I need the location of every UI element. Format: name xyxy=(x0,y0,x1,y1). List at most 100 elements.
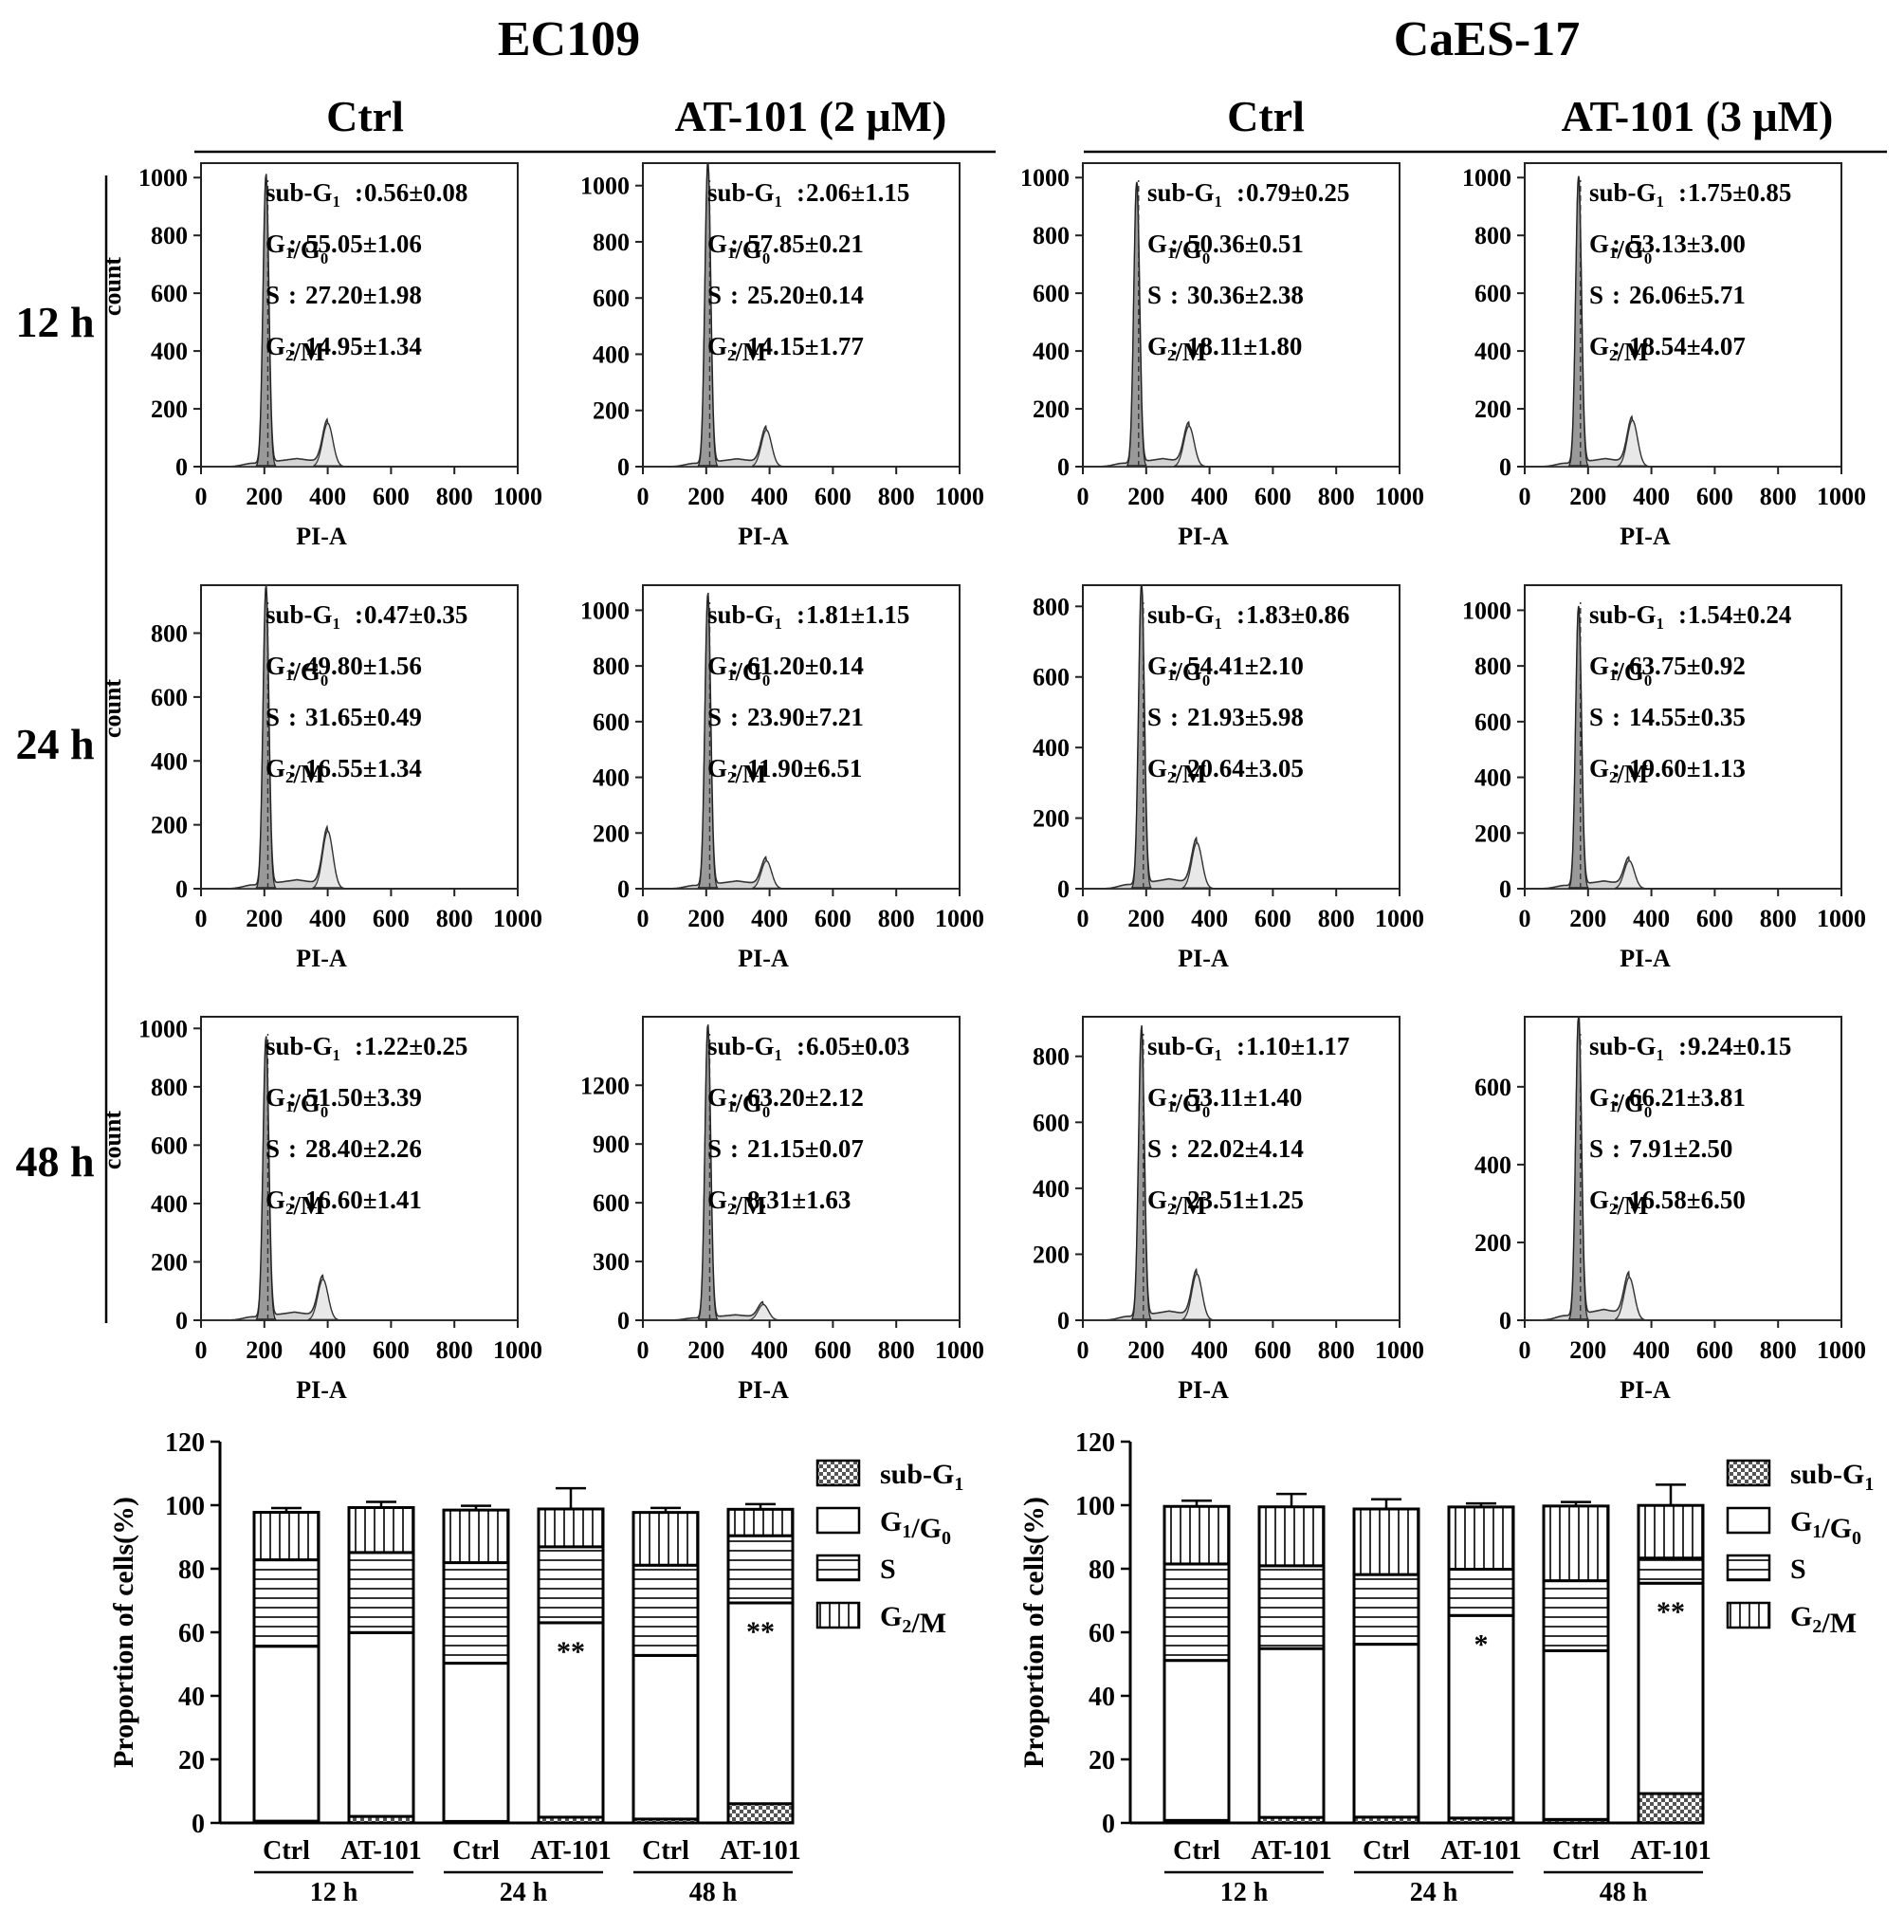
y-tick-label: 200 xyxy=(151,812,188,839)
phase-label-g2_m: G2/M xyxy=(1589,1186,1648,1220)
y-tick-label: 600 xyxy=(1474,708,1511,736)
y-tick-label: 0 xyxy=(1057,875,1070,903)
bar-category-label: Ctrl xyxy=(1173,1836,1220,1866)
stat-value-g2_m: 8.31±1.63 xyxy=(747,1186,851,1214)
stat-value-sub_g1: 1.54±0.24 xyxy=(1688,600,1791,629)
x-tick-label: 200 xyxy=(1569,1336,1606,1364)
bar-category-label: Ctrl xyxy=(1363,1836,1410,1866)
x-tick-label: 0 xyxy=(637,905,650,932)
histogram-g1-peak xyxy=(697,1026,719,1320)
stat-value-g1_g0: 55.05±1.06 xyxy=(305,230,422,258)
phase-label-s: S xyxy=(1589,1134,1603,1163)
legend-label: S xyxy=(1790,1554,1806,1585)
y-tick-label: 800 xyxy=(1033,1043,1070,1071)
x-tick-label: 1000 xyxy=(1817,1336,1866,1364)
stat-colon: : xyxy=(1612,281,1620,309)
y-tick-label: 0 xyxy=(1499,875,1511,903)
y-axis-label: Proportion of cells(%) xyxy=(108,1497,139,1768)
stat-colon: : xyxy=(796,178,805,207)
stat-value-sub_g1: 0.79±0.25 xyxy=(1246,178,1349,207)
x-tick-label: 0 xyxy=(195,1336,208,1364)
x-tick-label: 0 xyxy=(637,483,650,510)
x-tick-label: 200 xyxy=(1569,905,1606,932)
histogram-g1-peak xyxy=(1126,183,1147,467)
bar-segment-g1-g0 xyxy=(537,1621,605,1819)
bar-segment-g1-g0 xyxy=(1542,1648,1610,1821)
x-tick-label: 200 xyxy=(1127,1336,1164,1364)
y-tick-label: 0 xyxy=(1057,453,1070,481)
x-tick-label: 800 xyxy=(878,483,915,510)
stat-value-g2_m: 16.55±1.34 xyxy=(305,754,422,782)
stat-colon: : xyxy=(288,230,297,258)
stat-colon: : xyxy=(1170,1186,1179,1214)
bar-category-label: AT-101 xyxy=(530,1836,612,1866)
y-tick-label: 1000 xyxy=(1020,164,1070,192)
stat-colon: : xyxy=(730,230,739,258)
stat-value-sub_g1: 1.81±1.15 xyxy=(806,600,909,629)
histogram-g1-peak xyxy=(1567,1016,1589,1320)
histogram-2: 0 200 400 600 800 1000 0 200 400 600 800 1000 PI-A su… xyxy=(1020,162,1424,550)
bar-segment-g2-m xyxy=(1257,1505,1326,1568)
histogram-frame xyxy=(1524,584,1842,890)
stat-value-g2_m: 16.58±6.50 xyxy=(1629,1186,1746,1214)
phase-label-s: S xyxy=(1589,703,1603,731)
legend-label: G1/G0 xyxy=(1790,1506,1861,1549)
x-tick-label: 1000 xyxy=(1375,905,1424,932)
histogram-g2-peak xyxy=(311,830,344,889)
phase-label-s: S xyxy=(1147,1134,1162,1163)
stat-colon: : xyxy=(1612,230,1620,258)
bar-segment-g2-m xyxy=(347,1505,415,1555)
significance-marker: ** xyxy=(557,1636,585,1667)
y-tick-label: 0 xyxy=(175,875,188,903)
condition-title-1: AT-101 (2 μM) xyxy=(675,92,947,140)
y-tick-label: 120 xyxy=(165,1428,205,1458)
x-tick-label: 400 xyxy=(1191,483,1228,510)
stat-value-g2_m: 18.54±4.07 xyxy=(1629,332,1746,360)
x-axis-label: PI-A xyxy=(1178,523,1229,550)
x-tick-label: 1000 xyxy=(935,1336,984,1364)
legend-label: sub-G1 xyxy=(1790,1459,1874,1495)
group-label: 12 h xyxy=(310,1878,358,1907)
stat-value-sub_g1: 1.83±0.86 xyxy=(1246,600,1349,629)
stat-colon: : xyxy=(1236,178,1245,207)
y-axis-label: Proportion of cells(%) xyxy=(1018,1497,1050,1768)
y-tick-label: 60 xyxy=(178,1619,205,1648)
y-tick-label: 800 xyxy=(593,653,630,680)
phase-label-s: S xyxy=(707,281,722,309)
x-axis-label: PI-A xyxy=(1178,1376,1229,1404)
stat-colon: : xyxy=(1170,652,1179,680)
stat-colon: : xyxy=(1236,600,1245,629)
histogram-g2-peak xyxy=(1614,1277,1644,1320)
y-tick-label: 600 xyxy=(1033,664,1070,691)
phase-label-sub_g1: sub-G1 xyxy=(1589,178,1664,211)
x-tick-label: 600 xyxy=(815,1336,851,1364)
legend-swatch xyxy=(815,1506,861,1535)
phase-label-sub_g1: sub-G1 xyxy=(1147,600,1222,633)
row-label-0: 12 h xyxy=(15,298,94,346)
stat-colon: : xyxy=(796,1032,805,1060)
histogram-curve xyxy=(643,592,960,890)
stat-value-g2_m: 23.51±1.25 xyxy=(1187,1186,1304,1214)
stat-value-g1_g0: 50.36±0.51 xyxy=(1187,230,1304,258)
x-tick-label: 800 xyxy=(1318,905,1355,932)
group-label: 48 h xyxy=(689,1878,738,1907)
bar-segment-g1-g0 xyxy=(347,1630,415,1818)
y-tick-label: 900 xyxy=(593,1131,630,1158)
stat-value-g1_g0: 54.41±2.10 xyxy=(1187,652,1304,680)
y-tick-label: 200 xyxy=(593,819,630,847)
histogram-curve xyxy=(1083,1025,1400,1321)
x-tick-label: 1000 xyxy=(1817,905,1866,932)
bar-category-label: AT-101 xyxy=(720,1836,801,1866)
x-tick-label: 600 xyxy=(1696,483,1733,510)
x-axis-label: PI-A xyxy=(738,945,789,972)
phase-label-g1_g0: G1/G0 xyxy=(1147,652,1210,690)
stat-colon: : xyxy=(730,754,739,782)
bar-segment-s xyxy=(1352,1573,1420,1647)
stat-colon: : xyxy=(1612,652,1620,680)
y-axis-label: count xyxy=(99,257,126,316)
histogram-4: 0 200 400 600 800 1000 0 200 400 600 800 PI-A count s… xyxy=(99,584,542,972)
x-tick-label: 600 xyxy=(815,483,851,510)
stat-value-g1_g0: 66.21±3.81 xyxy=(1629,1083,1746,1112)
histogram-frame xyxy=(200,1016,519,1321)
